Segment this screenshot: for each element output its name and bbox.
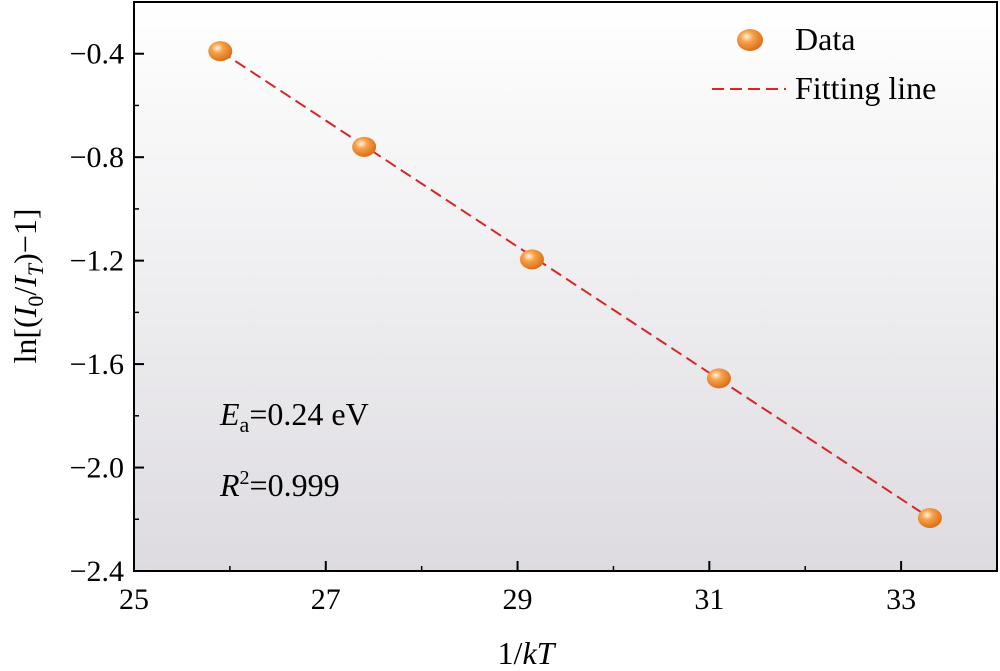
x-axis: 25 27 29 31 33 bbox=[119, 561, 916, 616]
data-point bbox=[352, 136, 377, 157]
y-axis-title-i1: I bbox=[7, 305, 43, 318]
y-tick-label: −0.8 bbox=[70, 141, 124, 174]
legend-label-data: Data bbox=[795, 21, 855, 57]
data-point bbox=[519, 249, 544, 270]
data-point bbox=[706, 368, 731, 389]
fit-layer bbox=[219, 50, 931, 519]
y-axis-title-s1: 0 bbox=[23, 296, 48, 307]
x-axis-title-prefix: 1/ bbox=[498, 635, 523, 671]
y-axis: −0.4 −0.8 −1.2 −1.6 −2.0 −2.4 bbox=[70, 1, 144, 588]
r-squared-annotation: R2=0.999 bbox=[219, 467, 340, 503]
y-axis-title-pre: ln[( bbox=[7, 317, 43, 363]
y-axis-title: ln[(I0/IT)−1] bbox=[7, 208, 48, 363]
ea-sub: a bbox=[240, 412, 250, 437]
y-axis-title-i2: I bbox=[7, 275, 43, 288]
y-tick-label: −2.4 bbox=[70, 555, 124, 588]
ea-rest: =0.24 eV bbox=[249, 396, 368, 432]
x-tick-label: 31 bbox=[694, 583, 724, 616]
x-tick-label: 27 bbox=[311, 583, 341, 616]
r2-italic: R bbox=[219, 467, 240, 503]
legend: Data Fitting line bbox=[712, 21, 936, 106]
y-axis-title-mid: / bbox=[7, 287, 43, 296]
activation-energy-annotation: Ea=0.24 eV bbox=[219, 396, 369, 437]
legend-marker-data bbox=[737, 29, 763, 51]
legend-label-fit: Fitting line bbox=[795, 70, 936, 106]
y-tick-label: −1.2 bbox=[70, 245, 124, 278]
points-layer bbox=[208, 41, 942, 528]
data-point bbox=[917, 507, 942, 528]
y-axis-title-post: )−1] bbox=[7, 208, 43, 263]
r2-rest: =0.999 bbox=[250, 467, 340, 503]
x-axis-title: 1/kT bbox=[498, 635, 557, 671]
ea-italic: E bbox=[219, 396, 240, 432]
y-tick-label: −0.4 bbox=[70, 38, 124, 71]
data-point bbox=[208, 41, 233, 62]
y-tick-label: −1.6 bbox=[70, 348, 124, 381]
x-tick-label: 33 bbox=[886, 583, 916, 616]
fitting-line bbox=[219, 50, 931, 519]
y-axis-title-s2: T bbox=[23, 262, 48, 276]
plot-frame bbox=[133, 1, 998, 572]
r2-sup: 2 bbox=[240, 467, 250, 489]
y-tick-label: −2.0 bbox=[70, 452, 124, 485]
x-axis-title-italic: kT bbox=[522, 635, 556, 671]
x-tick-label: 29 bbox=[503, 583, 533, 616]
plot-background bbox=[134, 2, 997, 571]
x-tick-label: 25 bbox=[119, 583, 149, 616]
